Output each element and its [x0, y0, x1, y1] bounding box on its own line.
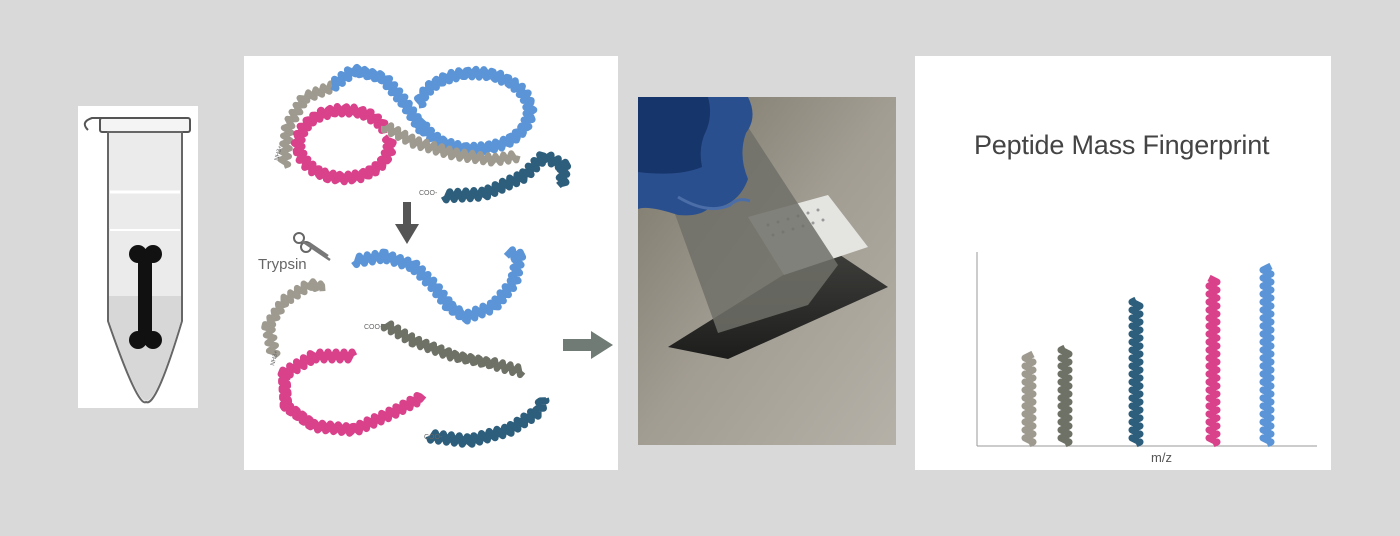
pmf-spectrum — [976, 252, 1317, 448]
chain-olive-top — [380, 122, 521, 167]
pmf-panel: Peptide Mass Fingerprint m/z — [915, 56, 1331, 470]
pmf-peak-3 — [1128, 296, 1144, 448]
c-terminus-label-2: COO- — [364, 324, 383, 331]
chain-blue-top-2 — [414, 65, 538, 157]
chain-grey-top — [277, 80, 337, 169]
arrow-right-icon — [563, 331, 613, 359]
n-terminus-label-2: NH3+ — [270, 350, 280, 367]
bone-icon — [129, 245, 162, 349]
chain-grey-bottom — [261, 278, 326, 359]
pmf-peak-5 — [1259, 262, 1275, 448]
trypsin-label: Trypsin — [258, 256, 307, 273]
n-terminus-label: NH3+ — [274, 145, 284, 162]
protein-digest-panel: Trypsin NH3+ COO- NH3+ COO- COO- — [244, 56, 618, 470]
chain-teal-bottom — [425, 397, 550, 448]
c-terminus-label: COO- — [419, 190, 438, 197]
microtube-icon — [83, 117, 191, 404]
x-axis-label: m/z — [1151, 450, 1172, 465]
chain-pink-top — [290, 103, 397, 186]
maldi-plate-photo — [638, 97, 896, 445]
chain-blue-bottom-1 — [351, 248, 468, 321]
chain-pink-bottom — [277, 348, 427, 437]
chain-blue-bottom-2 — [461, 246, 527, 325]
protein-chains-diagram: Trypsin NH3+ COO- NH3+ COO- COO- — [258, 63, 572, 448]
pmf-peak-4 — [1205, 274, 1221, 448]
chain-teal-top — [440, 151, 572, 204]
arrow-down-icon — [395, 202, 419, 244]
pmf-peak-1 — [1021, 350, 1037, 448]
pmf-peak-2 — [1057, 344, 1073, 448]
chain-olive-bottom — [380, 320, 526, 379]
tube-panel — [78, 106, 198, 408]
chain-blue-top-1 — [330, 63, 428, 135]
scissors-icon — [293, 232, 331, 262]
c-terminus-label-3: COO- — [424, 434, 443, 441]
pmf-title: Peptide Mass Fingerprint — [974, 130, 1270, 160]
